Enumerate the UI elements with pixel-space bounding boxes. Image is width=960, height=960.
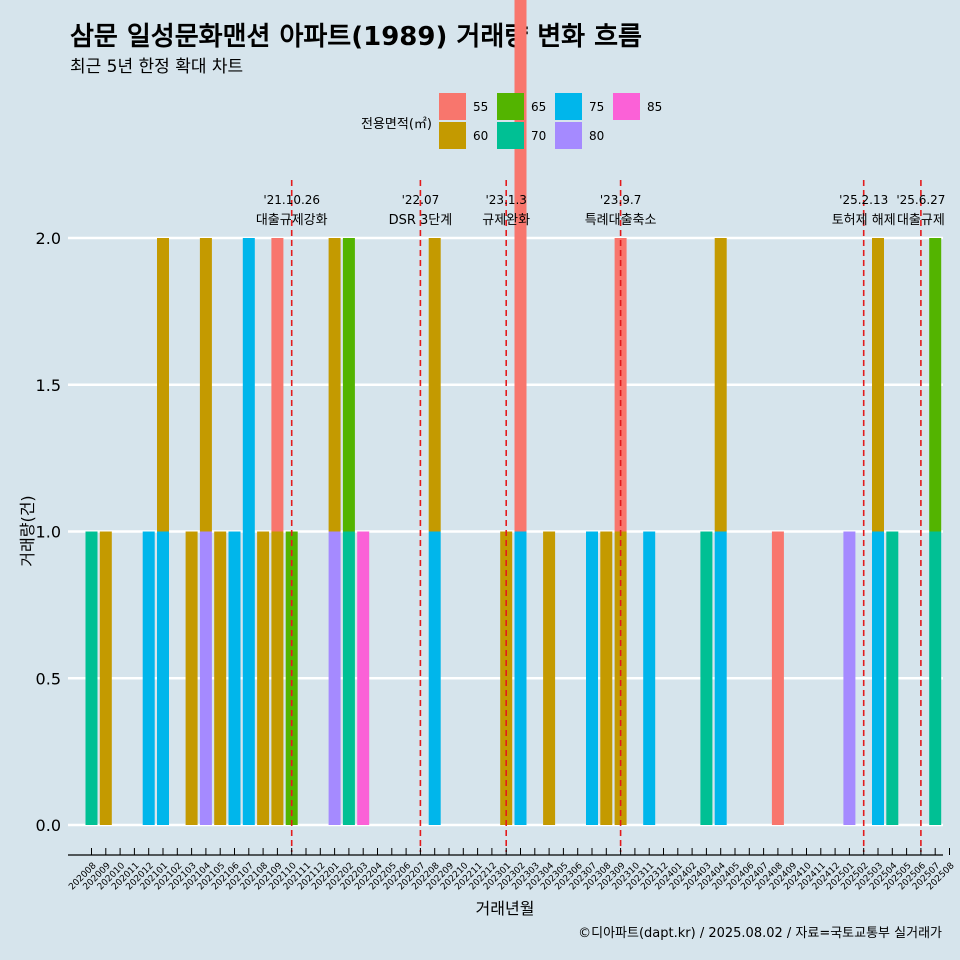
- bar-202201-60: [328, 238, 341, 532]
- chart-title: 삼문 일성문화맨션 아파트(1989) 거래량 변화 흐름: [70, 22, 642, 52]
- bar-202012-75: [142, 531, 155, 825]
- bar-202109-55: [271, 238, 284, 532]
- legend-label-60: 60: [473, 129, 488, 143]
- legend-key-55: [439, 93, 466, 120]
- event-label: DSR 3단계: [389, 213, 453, 228]
- y-tick-label: 1.0: [36, 523, 61, 542]
- bar-202309-60: [614, 531, 627, 825]
- bar-202101-60: [157, 238, 169, 532]
- legend-label-75: 75: [589, 100, 604, 114]
- bar-202311-75: [643, 531, 656, 825]
- event-label: 규제완화: [482, 213, 530, 228]
- bar-202104-80: [199, 531, 212, 825]
- bar-202101-75: [157, 531, 169, 825]
- legend-label-55: 55: [473, 100, 488, 114]
- y-axis-title: 거래량(건): [18, 495, 37, 566]
- bar-202507-70: [929, 531, 942, 825]
- legend-key-70: [497, 122, 524, 149]
- bar-202208-60: [428, 238, 441, 532]
- y-tick-label: 0.5: [36, 669, 61, 688]
- bar-202208-75: [428, 531, 441, 825]
- source-caption: ©디아파트(dapt.kr) / 2025.08.02 / 자료=국토교통부 실…: [578, 926, 942, 941]
- y-tick-label: 1.5: [36, 376, 61, 395]
- bar-202408-55: [771, 531, 784, 825]
- bar-202302-55: [514, 0, 527, 532]
- bar-202307-75: [586, 531, 598, 825]
- legend-key-75: [555, 93, 582, 120]
- legend-title: 전용면적(㎡): [361, 117, 432, 132]
- legend-label-85: 85: [647, 100, 662, 114]
- bar-202104-60: [199, 238, 212, 532]
- bar-202105-60: [214, 531, 227, 825]
- event-label: 대출규제: [897, 213, 945, 228]
- bar-202504-70: [886, 531, 899, 825]
- event-date: '23.9.7: [600, 193, 641, 207]
- y-tick-label: 2.0: [36, 229, 61, 248]
- bar-202109-60: [271, 531, 284, 825]
- bar-202404-75: [714, 531, 727, 825]
- bar-202108-60: [257, 531, 270, 825]
- event-label: 토허제 해제: [832, 213, 896, 228]
- x-axis-title: 거래년월: [476, 899, 535, 918]
- bar-202302-75: [514, 531, 527, 825]
- y-tick-label: 0.0: [36, 816, 61, 835]
- bar-202202-65: [342, 238, 355, 532]
- legend-label-80: 80: [589, 129, 604, 143]
- chart-subtitle: 최근 5년 한정 확대 차트: [70, 57, 244, 77]
- event-date: '25.2.13: [839, 193, 888, 207]
- bar-202501-80: [843, 531, 856, 825]
- bar-202507-65: [929, 238, 942, 532]
- legend-key-60: [439, 122, 466, 149]
- legend-label-70: 70: [531, 129, 546, 143]
- bar-202301-60: [500, 531, 513, 825]
- bar-202201-80: [328, 531, 341, 825]
- legend-key-85: [613, 93, 640, 120]
- event-label: 대출규제강화: [256, 213, 328, 228]
- bar-202203-85: [357, 531, 370, 825]
- event-date: '22.07: [402, 193, 440, 207]
- bar-202304-60: [543, 531, 556, 825]
- legend-key-65: [497, 93, 524, 120]
- bar-202103-60: [185, 531, 198, 825]
- bar-202107-75: [242, 238, 255, 825]
- legend-label-65: 65: [531, 100, 546, 114]
- legend-key-80: [555, 122, 582, 149]
- bar-202009-60: [99, 531, 112, 825]
- bar-202503-75: [872, 531, 884, 825]
- bar-202503-60: [872, 238, 884, 532]
- bar-202106-75: [228, 531, 241, 825]
- bar-202202-70: [342, 531, 355, 825]
- bar-202008-70: [85, 531, 98, 825]
- event-label: 특례대출축소: [585, 213, 657, 228]
- bar-202403-70: [700, 531, 713, 825]
- bar-202110-65: [285, 531, 298, 825]
- event-date: '25.6.27: [896, 193, 945, 207]
- bar-202308-60: [600, 531, 613, 825]
- event-date: '23.1.3: [485, 193, 526, 207]
- event-date: '21.10.26: [263, 193, 320, 207]
- bar-202404-60: [714, 238, 727, 532]
